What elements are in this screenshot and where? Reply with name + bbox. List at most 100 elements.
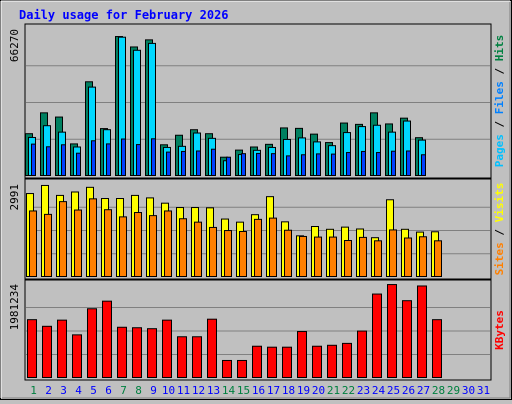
y-max-label-visits: 2991 <box>8 184 21 211</box>
day-label-6: 6 <box>105 384 112 397</box>
bar-kbytes-day-28 <box>432 319 442 378</box>
bar-sites-day-5 <box>89 198 97 277</box>
bar-pages-day-12 <box>196 150 201 177</box>
bar-pages-day-8 <box>136 144 141 176</box>
bar-sites-day-10 <box>164 210 172 278</box>
day-label-19: 19 <box>297 384 310 397</box>
bar-pages-day-2 <box>46 146 51 176</box>
day-label-17: 17 <box>267 384 280 397</box>
bar-kbytes-day-20 <box>312 345 322 378</box>
bar-sites-day-11 <box>179 218 187 278</box>
bar-pages-day-3 <box>61 144 66 177</box>
bar-pages-day-13 <box>211 148 216 176</box>
bar-sites-day-14 <box>224 230 232 277</box>
axis-legend-part: / <box>493 222 506 242</box>
bar-sites-day-7 <box>119 216 127 277</box>
bar-sites-day-19 <box>299 235 307 277</box>
bar-sites-day-15 <box>239 230 247 278</box>
bar-kbytes-day-18 <box>282 346 292 379</box>
bar-kbytes-day-19 <box>297 331 307 378</box>
bar-pages-day-20 <box>316 153 321 176</box>
bar-sites-day-3 <box>59 201 67 277</box>
day-label-26: 26 <box>402 384 415 397</box>
bar-pages-day-7 <box>121 138 126 177</box>
bar-sites-day-9 <box>149 215 157 277</box>
day-label-27: 27 <box>417 384 430 397</box>
day-label-12: 12 <box>192 384 205 397</box>
y-max-label-hits: 66270 <box>8 29 21 62</box>
bar-kbytes-day-3 <box>57 319 67 378</box>
day-label-14: 14 <box>222 384 236 397</box>
day-label-25: 25 <box>387 384 400 397</box>
chart-panels: 66270 Pages / Files / Hits 2991 Sites / Vis… <box>8 23 506 381</box>
day-label-5: 5 <box>90 384 97 397</box>
bar-sites-day-1 <box>29 210 37 278</box>
bar-kbytes-day-27 <box>417 285 427 378</box>
bar-kbytes-day-16 <box>252 345 262 378</box>
bar-pages-day-14 <box>226 156 231 176</box>
day-label-24: 24 <box>372 384 386 397</box>
axis-legend-part: / <box>493 114 506 134</box>
y-max-label-kbytes: 1981234 <box>8 284 21 331</box>
bar-pages-day-18 <box>286 155 291 177</box>
bar-sites-day-20 <box>314 236 322 277</box>
bar-sites-day-6 <box>104 209 112 277</box>
day-label-1: 1 <box>30 384 37 397</box>
bar-kbytes-day-23 <box>357 330 367 378</box>
bar-sites-day-21 <box>329 236 337 277</box>
bar-pages-day-9 <box>151 138 156 177</box>
bar-sites-day-28 <box>434 240 442 278</box>
axis-legend-part: Pages <box>493 134 506 167</box>
bar-sites-day-8 <box>134 212 142 277</box>
bar-pages-day-24 <box>376 152 381 176</box>
bar-pages-day-5 <box>91 140 96 176</box>
bar-pages-day-17 <box>271 153 276 176</box>
bar-kbytes-day-6 <box>102 300 112 379</box>
bar-sites-day-2 <box>44 213 52 278</box>
day-label-22: 22 <box>342 384 355 397</box>
bar-pages-day-22 <box>346 152 351 176</box>
bar-kbytes-day-25 <box>387 284 397 378</box>
day-label-20: 20 <box>312 384 325 397</box>
bar-sites-day-25 <box>389 229 397 277</box>
bar-sites-day-12 <box>194 221 202 277</box>
day-label-2: 2 <box>45 384 52 397</box>
bar-kbytes-day-4 <box>72 334 82 378</box>
day-label-8: 8 <box>135 384 142 397</box>
bar-kbytes-day-21 <box>327 344 337 378</box>
bar-pages-day-21 <box>331 153 336 176</box>
day-label-10: 10 <box>162 384 175 397</box>
bar-sites-day-17 <box>269 217 277 277</box>
series-pages <box>31 138 426 177</box>
bar-pages-day-26 <box>406 150 411 177</box>
day-label-9: 9 <box>150 384 157 397</box>
bar-sites-day-22 <box>344 239 352 277</box>
bar-pages-day-16 <box>256 152 261 177</box>
day-label-23: 23 <box>357 384 370 397</box>
day-label-13: 13 <box>207 384 220 397</box>
chart-title: Daily usage for February 2026 <box>19 8 229 22</box>
bar-pages-day-10 <box>166 151 171 177</box>
bar-kbytes-day-1 <box>27 319 37 378</box>
bar-sites-day-23 <box>359 236 367 277</box>
bar-kbytes-day-14 <box>222 359 232 378</box>
bar-kbytes-day-22 <box>342 342 352 378</box>
x-axis-day-labels: 1 2 3 4 5 6 7 8 9 10 11 12 13 14 15 16 17 18 19 20 21 22 23 24 2… <box>30 384 490 397</box>
day-label-15: 15 <box>237 384 250 397</box>
axis-legend-visits: Sites / Visits <box>493 183 506 276</box>
bar-kbytes-day-2 <box>42 325 52 378</box>
bar-pages-day-11 <box>181 150 186 176</box>
bar-sites-day-13 <box>209 226 217 277</box>
bar-pages-day-4 <box>76 152 81 177</box>
day-label-28: 28 <box>432 384 445 397</box>
day-label-31: 31 <box>477 384 490 397</box>
bar-kbytes-day-13 <box>207 318 217 379</box>
bar-kbytes-day-15 <box>237 359 247 378</box>
axis-legend-part: Files <box>493 81 506 114</box>
bar-kbytes-day-10 <box>162 319 172 378</box>
bar-kbytes-day-26 <box>402 300 412 378</box>
day-label-4: 4 <box>75 384 82 397</box>
axis-legend-hits: Pages / Files / Hits <box>493 35 506 168</box>
